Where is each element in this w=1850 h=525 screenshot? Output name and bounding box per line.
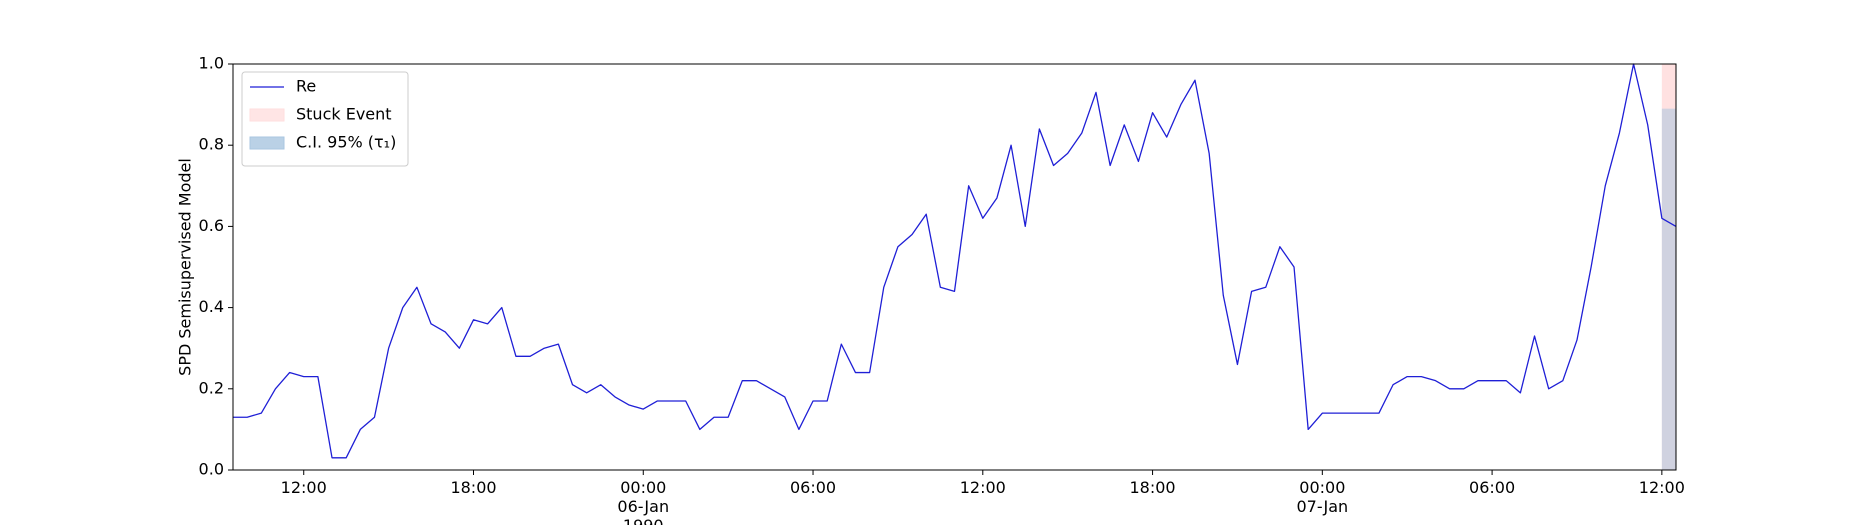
x-tick-label: 06:00 <box>790 478 836 497</box>
x-tick-label-line: 06:00 <box>1469 478 1515 497</box>
x-tick-label-line: 1990 <box>623 516 664 525</box>
legend-patch <box>249 136 285 150</box>
x-tick-label: 06:00 <box>1469 478 1515 497</box>
x-tick-label: 12:00 <box>1639 478 1685 497</box>
y-tick-label: 1.0 <box>199 54 224 73</box>
x-tick-label-line: 00:00 <box>1299 478 1345 497</box>
y-tick-label: 0.4 <box>199 297 224 316</box>
x-tick-label-line: 06-Jan <box>617 497 669 516</box>
legend-label: Stuck Event <box>296 105 392 124</box>
legend-label: Re <box>296 77 316 96</box>
y-tick-label: 0.0 <box>199 460 224 479</box>
x-tick-label-line: 12:00 <box>960 478 1006 497</box>
x-tick-label-line: 18:00 <box>1130 478 1176 497</box>
x-tick-label-line: 12:00 <box>1639 478 1685 497</box>
data-line <box>233 63 1677 459</box>
x-tick-label-line: 18:00 <box>450 478 496 497</box>
x-tick-label: 12:00 <box>960 478 1006 497</box>
x-tick-label-line: 12:00 <box>281 478 327 497</box>
x-tick-label-line: 06:00 <box>790 478 836 497</box>
y-axis-label: SPD Semisupervised Model <box>176 158 195 376</box>
y-tick-label: 0.8 <box>199 135 224 154</box>
x-tick-label: 00:00 07-Jan <box>1296 478 1348 516</box>
x-tick-label-line: 07-Jan <box>1296 497 1348 516</box>
y-tick-label: 0.2 <box>199 378 224 397</box>
legend-patch <box>249 108 285 122</box>
shaded-region <box>1661 108 1676 470</box>
x-tick-label: 18:00 <box>450 478 496 497</box>
x-tick-label: 18:00 <box>1130 478 1176 497</box>
plot-frame <box>232 63 1677 471</box>
x-tick-label-line: 00:00 <box>620 478 666 497</box>
y-tick-label: 0.6 <box>199 216 224 235</box>
legend-label: C.I. 95% (τ₁) <box>296 133 396 152</box>
x-tick-label: 12:00 <box>281 478 327 497</box>
